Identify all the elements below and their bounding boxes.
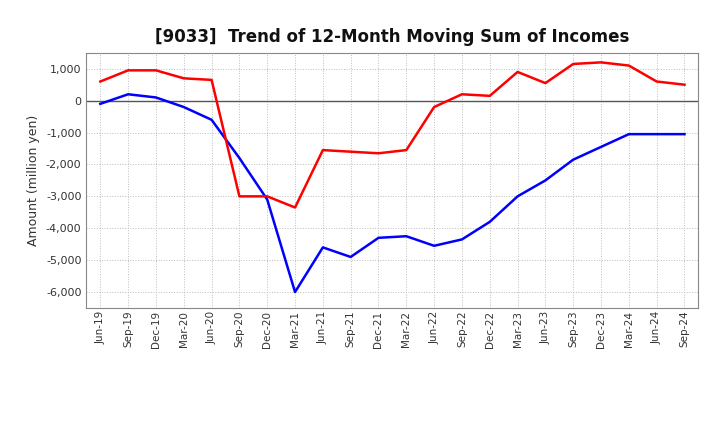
Y-axis label: Amount (million yen): Amount (million yen) xyxy=(27,115,40,246)
Ordinary Income xyxy=(485,219,494,224)
Net Income xyxy=(152,68,161,73)
Net Income xyxy=(652,79,661,84)
Ordinary Income xyxy=(430,243,438,249)
Net Income xyxy=(179,76,188,81)
Net Income xyxy=(291,205,300,210)
Net Income xyxy=(402,147,410,153)
Net Income xyxy=(235,194,243,199)
Net Income xyxy=(624,63,633,68)
Ordinary Income xyxy=(541,178,550,183)
Line: Net Income: Net Income xyxy=(100,62,685,208)
Ordinary Income xyxy=(597,144,606,150)
Ordinary Income xyxy=(624,132,633,137)
Net Income xyxy=(263,194,271,199)
Ordinary Income xyxy=(374,235,383,240)
Net Income xyxy=(207,77,216,83)
Net Income xyxy=(485,93,494,99)
Ordinary Income xyxy=(152,95,161,100)
Ordinary Income xyxy=(458,237,467,242)
Ordinary Income xyxy=(235,155,243,161)
Ordinary Income xyxy=(318,245,327,250)
Net Income xyxy=(513,70,522,75)
Net Income xyxy=(430,104,438,110)
Ordinary Income xyxy=(291,290,300,295)
Ordinary Income xyxy=(569,157,577,162)
Net Income xyxy=(597,60,606,65)
Ordinary Income xyxy=(402,234,410,239)
Net Income xyxy=(374,150,383,156)
Ordinary Income xyxy=(346,254,355,260)
Ordinary Income xyxy=(179,104,188,110)
Net Income xyxy=(124,68,132,73)
Net Income xyxy=(318,147,327,153)
Ordinary Income xyxy=(680,132,689,137)
Ordinary Income xyxy=(207,117,216,122)
Net Income xyxy=(346,149,355,154)
Net Income xyxy=(458,92,467,97)
Ordinary Income xyxy=(96,101,104,106)
Ordinary Income xyxy=(513,194,522,199)
Net Income xyxy=(569,61,577,66)
Net Income xyxy=(541,81,550,86)
Line: Ordinary Income: Ordinary Income xyxy=(100,94,685,292)
Ordinary Income xyxy=(652,132,661,137)
Ordinary Income xyxy=(263,197,271,202)
Net Income xyxy=(96,79,104,84)
Title: [9033]  Trend of 12-Month Moving Sum of Incomes: [9033] Trend of 12-Month Moving Sum of I… xyxy=(156,28,629,46)
Net Income xyxy=(680,82,689,87)
Ordinary Income xyxy=(124,92,132,97)
